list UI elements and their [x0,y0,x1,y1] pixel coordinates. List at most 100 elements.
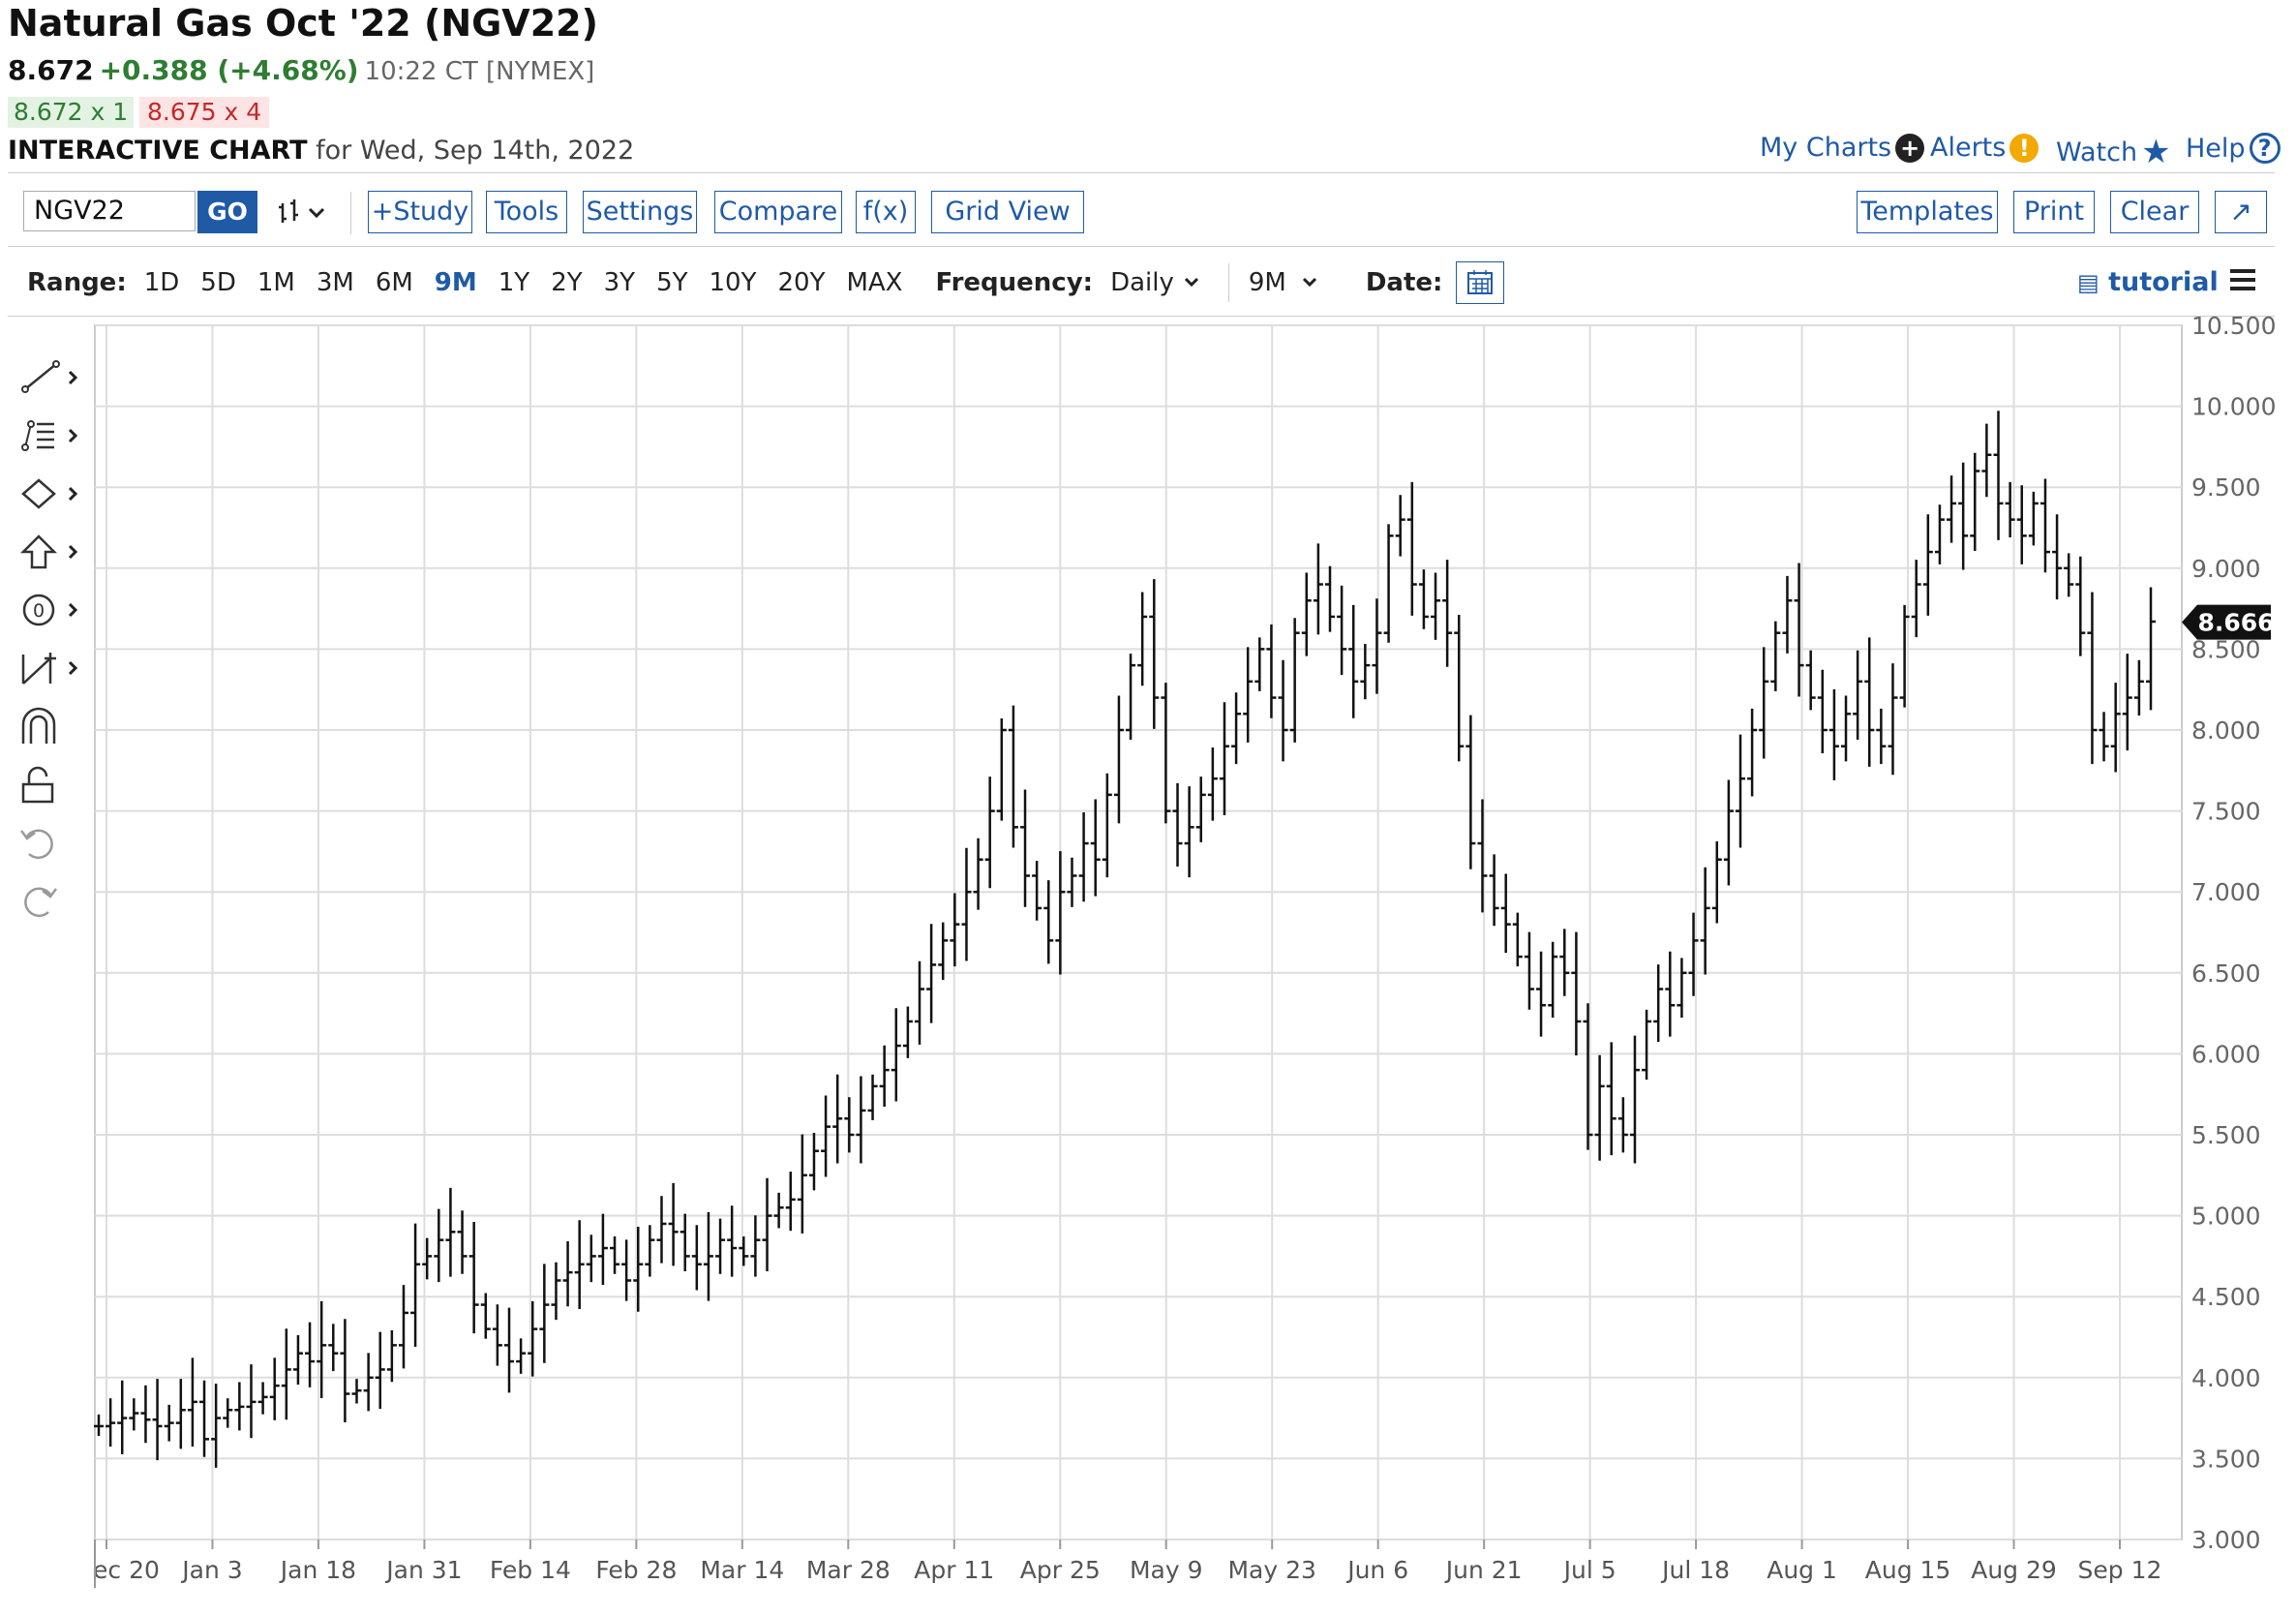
ohlc-bar [1266,624,1277,718]
watch-link[interactable]: Watch ★ [2056,133,2171,171]
ohlc-bar [996,717,1007,821]
zero-circle-icon: 0 [22,594,78,626]
ohlc-bar [328,1324,339,1372]
clear-button[interactable]: Clear [2110,191,2199,233]
ohlc-bar [938,922,949,981]
range-9m[interactable]: 9M [434,268,477,297]
help-icon: ? [2249,133,2281,164]
my-charts-link[interactable]: My Charts + [1760,133,1925,163]
ohlc-bar [2016,485,2027,564]
ohlc-bar [528,1300,538,1377]
ohlc-bar [152,1379,163,1461]
annotation-tool[interactable]: 0 [15,591,83,629]
header-divider [8,172,2275,173]
y-tick-label: 4.500 [2191,1283,2261,1311]
ohlc-bar [1043,880,1054,964]
y-tick-label: 3.000 [2191,1526,2261,1554]
settings-button[interactable]: Settings [583,191,697,233]
range-label: Range: [27,268,127,297]
grid-view-button[interactable]: Grid View [931,191,1084,233]
my-charts-label: My Charts [1760,133,1892,163]
ohlc-bar [1888,663,1898,776]
ohlc-bar [808,1132,819,1191]
x-tick-label: Aug 15 [1865,1556,1951,1584]
y-tick-label: 10.500 [2191,312,2276,340]
ohlc-bar [1911,560,1921,638]
go-button[interactable]: GO [197,191,257,233]
ohlc-bar [1594,1054,1605,1161]
y-tick-label: 6.500 [2191,960,2261,988]
ohlc-bar [1243,647,1254,743]
help-link[interactable]: Help ? [2186,133,2281,164]
x-tick-label: Mar 28 [806,1556,891,1584]
ohlc-bar [680,1213,690,1272]
ohlc-bar [1817,669,1828,753]
trendline-tool[interactable] [15,358,83,397]
ohlc-bar [1736,734,1745,848]
ohlc-bar [1406,481,1417,616]
range-1y[interactable]: 1Y [498,268,530,297]
range-5d[interactable]: 5D [200,268,236,297]
date-picker-button[interactable] [1456,261,1505,304]
range-3y[interactable]: 3Y [603,268,636,297]
compare-button[interactable]: Compare [714,191,842,233]
alert-icon: ! [2009,133,2039,163]
date-axis: ec 20 Jan 3 Jan 18 Jan 31 Feb 14 Feb 28 Mar 14… [93,1539,2161,1588]
range-1d[interactable]: 1D [143,268,180,297]
arrow-tool[interactable] [15,533,83,571]
range-bar: Range: 1D 5D 1M 3M 6M 9M 1Y 2Y 3Y 5Y 10Y… [27,261,1505,304]
ohlc-bar [386,1329,397,1383]
period-dropdown[interactable]: 9M [1249,268,1333,297]
symbol-input[interactable]: NGV22 [23,191,196,231]
ohlc-bar [375,1331,385,1410]
x-tick-label: Mar 14 [700,1556,784,1584]
range-20y[interactable]: 20Y [777,268,826,297]
magnet-icon [21,707,56,744]
tutorial-link[interactable]: ▤ tutorial [2077,267,2219,297]
print-button[interactable]: Print [2013,191,2095,233]
ohlc-bar [292,1334,303,1386]
ohlc-bar [926,924,937,1023]
ohlc-bar [1325,565,1335,632]
range-max[interactable]: MAX [846,268,903,297]
undo-tool[interactable] [15,823,83,862]
measure-tool[interactable] [15,649,83,687]
shape-tool[interactable] [15,474,83,513]
range-10y[interactable]: 10Y [709,268,757,297]
alerts-link[interactable]: Alerts ! [1930,133,2039,163]
x-tick-label: Jan 31 [384,1556,462,1584]
arrow-up-icon [19,534,78,569]
measure-icon [21,653,78,685]
ohlc-bar [1711,841,1722,924]
magnet-tool[interactable] [15,707,83,746]
templates-button[interactable]: Templates [1857,191,1998,233]
redo-tool[interactable] [15,881,83,920]
tools-button[interactable]: Tools [486,191,567,233]
study-button[interactable]: +Study [368,191,472,233]
ohlc-bar [129,1398,139,1431]
fx-button[interactable]: f(x) [856,191,916,233]
bar-type-dropdown[interactable] [275,194,331,230]
ohlc-bar [597,1213,608,1285]
fibonacci-tool[interactable] [15,416,83,455]
range-3m[interactable]: 3M [316,268,354,297]
expand-button[interactable]: ↗ [2215,191,2267,233]
ohlc-bar [1559,929,1570,996]
ohlc-bar [434,1208,444,1283]
frequency-dropdown[interactable]: Daily [1110,268,1209,297]
range-6m[interactable]: 6M [375,268,413,297]
ohlc-bar [574,1220,585,1310]
x-tick-label: Sep 12 [2078,1556,2162,1584]
toolbar-divider [350,192,351,234]
lock-tool[interactable] [15,765,83,804]
ohlc-bar [739,1236,749,1266]
range-1m[interactable]: 1M [257,268,295,297]
ohlc-bar [950,893,960,967]
range-2y[interactable]: 2Y [551,268,583,297]
ohlc-bar [234,1382,245,1431]
menu-button[interactable] [2226,265,2259,294]
y-tick-label: 4.000 [2191,1364,2261,1392]
price-axis: 10.500 10.000 9.500 9.000 8.500 8.000 7.500 7.0… [2191,312,2276,1554]
range-5y[interactable]: 5Y [656,268,688,297]
